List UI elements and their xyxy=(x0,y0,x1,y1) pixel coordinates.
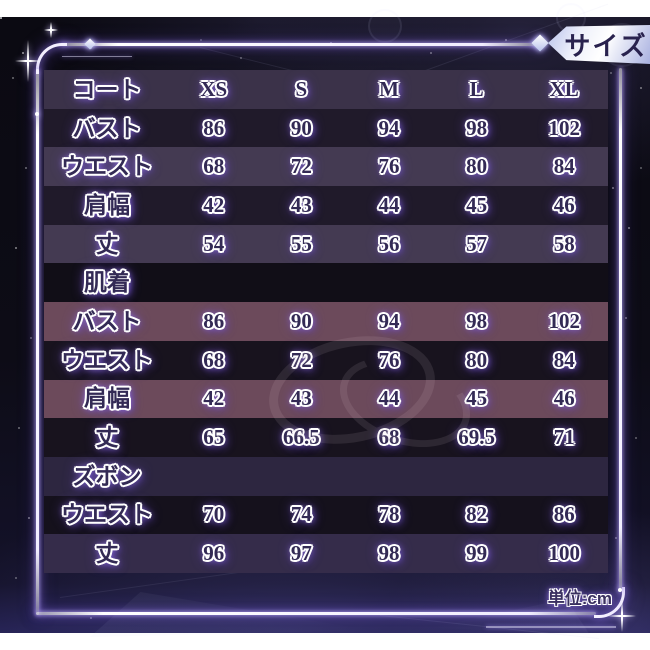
sparkle-star-icon xyxy=(44,22,58,38)
size-value-cell: 58 xyxy=(553,231,575,256)
table-row: 丈 96 97 98 99 100 xyxy=(44,534,608,573)
frame-bottom-accent xyxy=(486,626,616,628)
size-value-cell: 102 xyxy=(548,115,580,140)
section-label: 肌着 xyxy=(84,269,130,296)
size-value-cell: 86 xyxy=(203,115,225,140)
unit-note: 単位:cm xyxy=(547,589,612,608)
size-value-cell: 69.5 xyxy=(458,425,495,450)
size-value-cell: 42 xyxy=(203,192,225,217)
size-value-cell: 46 xyxy=(553,192,575,217)
section-label: コート xyxy=(72,75,142,102)
size-value-cell: 65 xyxy=(203,425,225,450)
table-row: 肩幅 42 43 44 45 46 xyxy=(44,186,608,225)
frame-top-line xyxy=(60,43,540,46)
table-row: ウエスト 68 72 76 80 84 xyxy=(44,147,608,187)
frame-right-line xyxy=(619,68,622,590)
size-value-cell: 90 xyxy=(290,308,312,333)
size-value-cell: 102 xyxy=(548,308,580,333)
table-row: 丈 54 55 56 57 58 xyxy=(44,224,608,264)
size-value-cell: 45 xyxy=(466,192,488,217)
size-value-cell: 86 xyxy=(553,502,575,527)
column-header-cell: XL xyxy=(549,76,579,101)
size-value-cell: 43 xyxy=(290,386,312,411)
sparkle-dot-icon xyxy=(35,112,39,116)
star-field xyxy=(0,17,2,19)
size-value-cell: 98 xyxy=(466,115,488,140)
size-value-cell: 84 xyxy=(553,347,575,372)
size-value-cell: 66.5 xyxy=(283,425,320,450)
sparkle-star-icon xyxy=(608,600,636,632)
size-value-cell: 100 xyxy=(548,541,580,566)
size-value-cell: 99 xyxy=(466,541,488,566)
row-label: ウエスト xyxy=(61,346,153,373)
row-label: 肩幅 xyxy=(84,385,130,412)
size-value-cell: 56 xyxy=(378,231,400,256)
size-value-cell: 68 xyxy=(203,154,225,179)
row-label: 丈 xyxy=(95,540,119,567)
size-value-cell: 86 xyxy=(203,308,225,333)
size-value-cell: 97 xyxy=(290,541,312,566)
size-value-cell: 80 xyxy=(466,154,488,179)
table-row: ウエスト 70 74 78 82 86 xyxy=(44,495,608,535)
size-value-cell: 71 xyxy=(553,425,575,450)
badge-label: サイズ xyxy=(564,31,648,61)
size-value-cell: 76 xyxy=(378,154,400,179)
size-value-cell: 57 xyxy=(466,231,488,256)
size-value-cell: 98 xyxy=(378,541,400,566)
size-value-cell: 78 xyxy=(378,502,400,527)
size-value-cell: 72 xyxy=(290,347,312,372)
row-label: バスト xyxy=(72,114,142,141)
frame-bottom-line xyxy=(36,612,596,615)
table-row: バスト 86 90 94 98 102 xyxy=(44,302,608,341)
header-row: コート XS S M L XL xyxy=(44,70,608,109)
table-row: 丈 65 66.5 68 69.5 71 xyxy=(44,418,608,457)
table-row: バスト 86 90 94 98 102 xyxy=(44,108,608,148)
section-row: ズボン xyxy=(44,456,608,496)
row-label: バスト xyxy=(72,307,142,334)
size-value-cell: 43 xyxy=(290,192,312,217)
size-value-cell: 94 xyxy=(378,115,400,140)
row-label: ウエスト xyxy=(61,501,153,528)
size-value-cell: 44 xyxy=(378,386,400,411)
column-header-cell: XS xyxy=(200,76,228,101)
table-row: 肩幅 42 43 44 45 46 xyxy=(44,379,608,419)
sparkle-star-icon xyxy=(15,40,41,82)
size-value-cell: 98 xyxy=(466,308,488,333)
size-value-cell: 94 xyxy=(378,308,400,333)
size-value-cell: 96 xyxy=(203,541,225,566)
size-value-cell: 45 xyxy=(466,386,488,411)
bokeh-circle xyxy=(368,9,402,43)
size-value-cell: 74 xyxy=(290,502,312,527)
row-label: 肩幅 xyxy=(84,191,130,218)
size-value-cell: 46 xyxy=(553,386,575,411)
size-value-cell: 44 xyxy=(378,192,400,217)
sparkle-dot-icon xyxy=(618,588,622,592)
size-value-cell: 72 xyxy=(290,154,312,179)
table-row: ウエスト 68 72 76 80 84 xyxy=(44,340,608,380)
row-label: 丈 xyxy=(95,424,119,451)
frame-top-accent xyxy=(62,56,132,57)
badge-ribbon: サイズ xyxy=(548,25,650,64)
column-header-cell: S xyxy=(295,76,308,101)
column-header-cell: M xyxy=(379,76,399,101)
size-value-cell: 82 xyxy=(466,502,488,527)
row-label: 丈 xyxy=(95,230,119,257)
section-row: 肌着 xyxy=(44,263,608,303)
size-value-cell: 54 xyxy=(203,231,225,256)
size-value-cell: 76 xyxy=(378,347,400,372)
size-value-cell: 55 xyxy=(290,231,312,256)
frame-left-line xyxy=(36,69,39,615)
size-value-cell: 90 xyxy=(290,115,312,140)
size-value-cell: 80 xyxy=(466,347,488,372)
row-label: ウエスト xyxy=(61,153,153,180)
column-header-cell: L xyxy=(469,76,484,101)
size-value-cell: 68 xyxy=(203,347,225,372)
section-label: ズボン xyxy=(72,462,142,489)
size-value-cell: 68 xyxy=(378,425,400,450)
size-value-cell: 84 xyxy=(553,154,575,179)
size-value-cell: 42 xyxy=(203,386,225,411)
size-value-cell: 70 xyxy=(203,502,225,527)
size-table: コート XS S M L XL バスト 86 90 94 98 102 ウエスト 68 72 76 80 84 肩幅… xyxy=(44,70,608,573)
